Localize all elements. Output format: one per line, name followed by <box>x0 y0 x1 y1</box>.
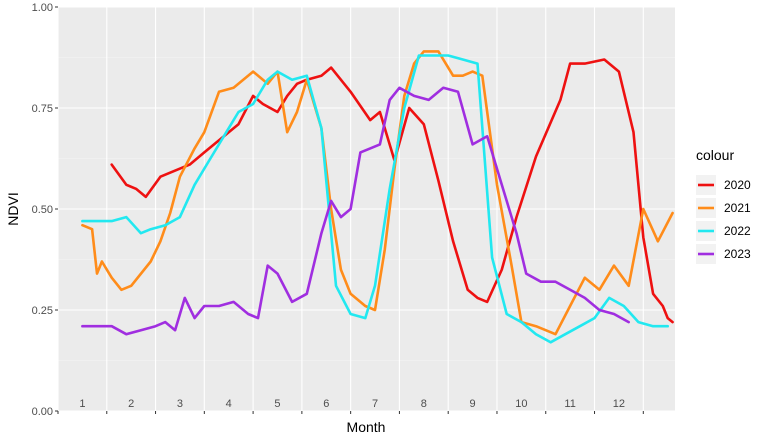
month-label: 8 <box>421 398 427 410</box>
legend-label-2023: 2023 <box>724 247 751 261</box>
series-line-2022 <box>81 54 670 344</box>
month-label: 6 <box>323 398 329 410</box>
legend-title: colour <box>696 147 734 163</box>
month-label: 7 <box>372 398 378 410</box>
month-labels: 1 2 3 4 5 6 7 8 9 10 11 12 <box>79 398 625 410</box>
month-label: 12 <box>613 398 625 410</box>
month-label: 3 <box>177 398 183 410</box>
month-label: 10 <box>515 398 527 410</box>
y-tick-label: 1.00 <box>32 2 53 14</box>
series-line-2020 <box>110 58 674 324</box>
month-label: 4 <box>226 398 232 410</box>
legend-label-2020: 2020 <box>724 178 751 192</box>
series-lines <box>81 50 674 344</box>
month-label: 1 <box>79 398 85 410</box>
series-line-2023 <box>81 86 631 336</box>
x-axis-title: Month <box>347 419 386 435</box>
y-tick-label: 0.75 <box>32 103 53 115</box>
y-tick-label: 0.50 <box>32 204 53 216</box>
month-label: 5 <box>274 398 280 410</box>
y-axis-title: NDVI <box>5 192 21 225</box>
x-axis <box>57 411 644 414</box>
legend-label-2022: 2022 <box>724 224 751 238</box>
legend-label-2021: 2021 <box>724 201 751 215</box>
legend: colour 2020 2021 2022 2023 <box>696 147 751 264</box>
series-line-2021 <box>81 50 674 336</box>
month-label: 11 <box>564 398 575 410</box>
minor-gridlines <box>58 57 675 361</box>
y-tick-label: 0.25 <box>32 305 53 317</box>
y-tick-label: 0.00 <box>32 406 53 418</box>
month-label: 2 <box>128 398 134 410</box>
month-label: 9 <box>470 398 476 410</box>
y-axis: 0.00 0.25 0.50 0.75 1.00 <box>32 2 58 418</box>
